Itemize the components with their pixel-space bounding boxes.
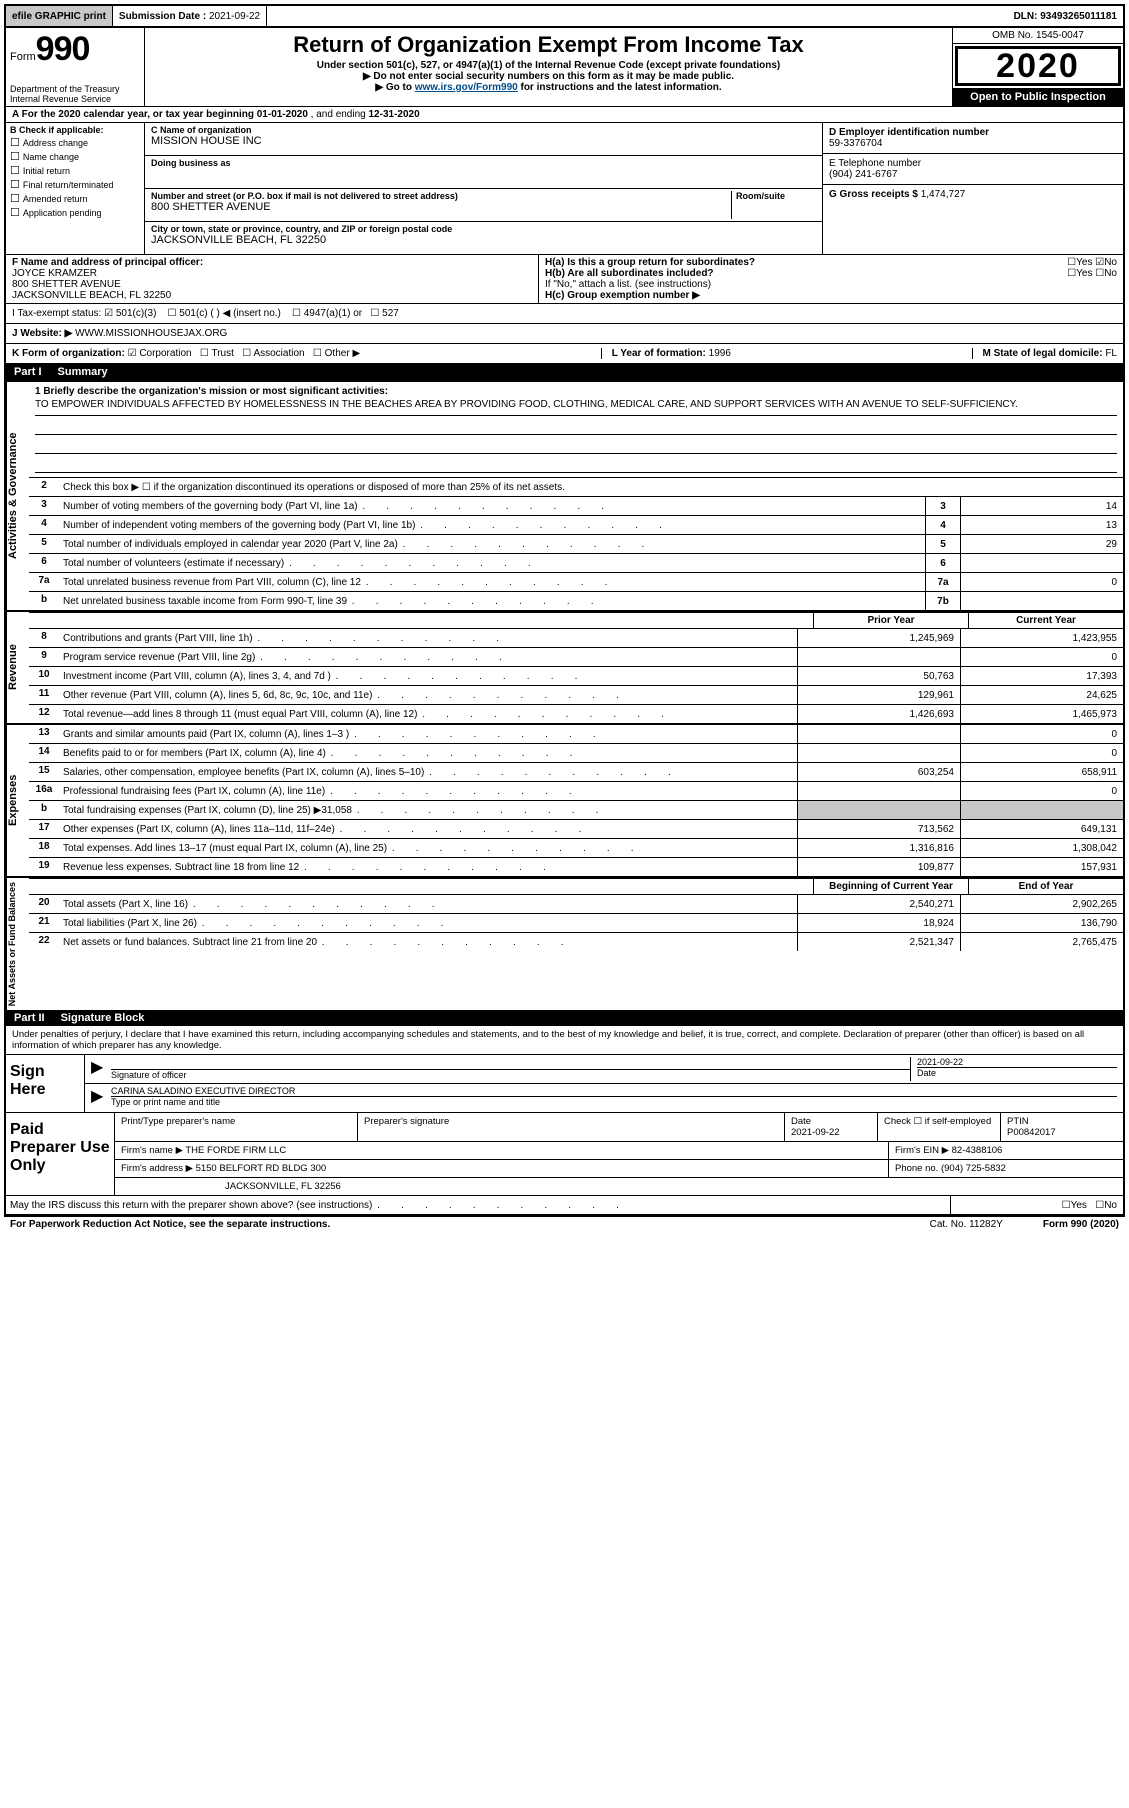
year-formed: 1996 [709, 348, 731, 359]
form-frame: Form990 Department of the Treasury Inter… [4, 28, 1125, 1216]
row-j-website: J Website: ▶ WWW.MISSIONHOUSEJAX.ORG [6, 324, 1123, 344]
net-assets-section: Net Assets or Fund Balances Beginning of… [6, 876, 1123, 1010]
submission-date: Submission Date : 2021-09-22 [113, 6, 267, 26]
signature-declaration: Under penalties of perjury, I declare th… [6, 1026, 1123, 1055]
form-title: Return of Organization Exempt From Incom… [151, 32, 946, 58]
expense-line-16a: 16aProfessional fundraising fees (Part I… [29, 782, 1123, 801]
firm-ein: 82-4388106 [952, 1145, 1003, 1156]
revenue-line-10: 10Investment income (Part VIII, column (… [29, 667, 1123, 686]
form-title-block: Return of Organization Exempt From Incom… [145, 28, 953, 106]
box-d-e-g: D Employer identification number 59-3376… [823, 123, 1123, 254]
paid-preparer-block: Paid Preparer Use Only Print/Type prepar… [6, 1113, 1123, 1195]
vtab-revenue: Revenue [6, 612, 29, 723]
row-k-form-org: K Form of organization: ☑ Corporation ☐ … [6, 344, 1123, 364]
page-footer: For Paperwork Reduction Act Notice, see … [4, 1216, 1125, 1232]
col-prior-year: Prior Year [813, 613, 968, 628]
domicile-state: FL [1105, 348, 1117, 359]
expense-line-18: 18Total expenses. Add lines 13–17 (must … [29, 839, 1123, 858]
dept-label: Department of the Treasury Internal Reve… [10, 84, 120, 104]
revenue-line-9: 9Program service revenue (Part VIII, lin… [29, 648, 1123, 667]
discuss-answer[interactable]: ☐Yes ☐No [950, 1196, 1123, 1214]
irs-link[interactable]: www.irs.gov/Form990 [415, 82, 518, 93]
efile-print-button[interactable]: efile GRAPHIC print [6, 6, 113, 26]
expense-line-19: 19Revenue less expenses. Subtract line 1… [29, 858, 1123, 876]
revenue-line-8: 8Contributions and grants (Part VIII, li… [29, 629, 1123, 648]
phone: (904) 241-6767 [829, 169, 897, 180]
box-f: F Name and address of principal officer:… [6, 255, 539, 303]
city-state-zip: JACKSONVILLE BEACH, FL 32250 [151, 234, 816, 246]
form-id-block: Form990 Department of the Treasury Inter… [6, 28, 145, 106]
firm-addr: 5150 BELFORT RD BLDG 300 [196, 1163, 327, 1174]
net-line-20: 20Total assets (Part X, line 16)2,540,27… [29, 895, 1123, 914]
officer-name: JOYCE KRAMZER [12, 268, 97, 279]
discuss-question: May the IRS discuss this return with the… [6, 1196, 950, 1214]
gov-line-7a: 7aTotal unrelated business revenue from … [29, 573, 1123, 592]
box-h: H(a) Is this a group return for subordin… [539, 255, 1123, 303]
chk-address-change[interactable]: Address change [10, 136, 140, 149]
chk-name-change[interactable]: Name change [10, 150, 140, 163]
street-address: 800 SHETTER AVENUE [151, 201, 731, 213]
vtab-governance: Activities & Governance [6, 382, 29, 610]
tax-period: A For the 2020 calendar year, or tax yea… [6, 107, 1123, 123]
firm-phone: (904) 725-5832 [941, 1163, 1006, 1174]
revenue-line-11: 11Other revenue (Part VIII, column (A), … [29, 686, 1123, 705]
sign-here-block: Sign Here ▶ Signature of officer 2021-09… [6, 1055, 1123, 1113]
expenses-section: Expenses 13Grants and similar amounts pa… [6, 723, 1123, 876]
gov-line-3: 3Number of voting members of the governi… [29, 497, 1123, 516]
chk-amended[interactable]: Amended return [10, 192, 140, 205]
part-i-header: Part I Summary [6, 364, 1123, 380]
net-line-21: 21Total liabilities (Part X, line 26)18,… [29, 914, 1123, 933]
sign-here-label: Sign Here [6, 1055, 85, 1112]
col-begin-year: Beginning of Current Year [813, 879, 968, 894]
revenue-line-12: 12Total revenue—add lines 8 through 11 (… [29, 705, 1123, 723]
col-end-year: End of Year [968, 879, 1123, 894]
entity-info: B Check if applicable: Address change Na… [6, 123, 1123, 255]
expense-line-15: 15Salaries, other compensation, employee… [29, 763, 1123, 782]
gov-line-4: 4Number of independent voting members of… [29, 516, 1123, 535]
paid-preparer-label: Paid Preparer Use Only [6, 1113, 115, 1195]
tax-year: 2020 [955, 46, 1121, 86]
firm-addr2: JACKSONVILLE, FL 32256 [115, 1178, 1123, 1195]
box-b: B Check if applicable: Address change Na… [6, 123, 145, 254]
officer-print-name: CARINA SALADINO EXECUTIVE DIRECTOR [111, 1086, 1117, 1096]
chk-app-pending[interactable]: Application pending [10, 206, 140, 219]
dln: DLN: 93493265011181 [1008, 6, 1123, 26]
form-header: Form990 Department of the Treasury Inter… [6, 28, 1123, 107]
vtab-net-assets: Net Assets or Fund Balances [6, 878, 29, 1010]
row-i-tax-exempt: I Tax-exempt status: ☑ 501(c)(3) ☐ 501(c… [6, 304, 1123, 324]
prep-date: 2021-09-22 [791, 1127, 840, 1138]
ein: 59-3376704 [829, 138, 882, 149]
col-current-year: Current Year [968, 613, 1123, 628]
box-c: C Name of organization MISSION HOUSE INC… [145, 123, 823, 254]
sign-date: 2021-09-22 [917, 1057, 1117, 1067]
revenue-section: Revenue Prior Year Current Year 8Contrib… [6, 610, 1123, 723]
expense-line-14: 14Benefits paid to or for members (Part … [29, 744, 1123, 763]
website: WWW.MISSIONHOUSEJAX.ORG [75, 328, 227, 339]
mission-statement: 1 Briefly describe the organization's mi… [29, 382, 1123, 478]
gov-line-b: bNet unrelated business taxable income f… [29, 592, 1123, 610]
year-block: OMB No. 1545-0047 2020 Open to Public In… [953, 28, 1123, 106]
topbar: efile GRAPHIC print Submission Date : 20… [4, 4, 1125, 28]
expense-line-17: 17Other expenses (Part IX, column (A), l… [29, 820, 1123, 839]
open-to-public: Open to Public Inspection [953, 88, 1123, 106]
expense-line-b: bTotal fundraising expenses (Part IX, co… [29, 801, 1123, 820]
gov-line-5: 5Total number of individuals employed in… [29, 535, 1123, 554]
chk-final-return[interactable]: Final return/terminated [10, 178, 140, 191]
vtab-expenses: Expenses [6, 725, 29, 876]
firm-name: THE FORDE FIRM LLC [185, 1145, 286, 1156]
chk-initial-return[interactable]: Initial return [10, 164, 140, 177]
gov-line-6: 6Total number of volunteers (estimate if… [29, 554, 1123, 573]
part-ii-header: Part II Signature Block [6, 1010, 1123, 1026]
line-2: Check this box ▶ ☐ if the organization d… [59, 478, 1123, 496]
net-line-22: 22Net assets or fund balances. Subtract … [29, 933, 1123, 951]
omb-number: OMB No. 1545-0047 [953, 28, 1123, 44]
gross-receipts: 1,474,727 [921, 189, 966, 200]
expense-line-13: 13Grants and similar amounts paid (Part … [29, 725, 1123, 744]
ptin: P00842017 [1007, 1127, 1056, 1138]
org-name: MISSION HOUSE INC [151, 135, 816, 147]
activities-governance: Activities & Governance 1 Briefly descri… [6, 380, 1123, 610]
row-f-h: F Name and address of principal officer:… [6, 255, 1123, 304]
